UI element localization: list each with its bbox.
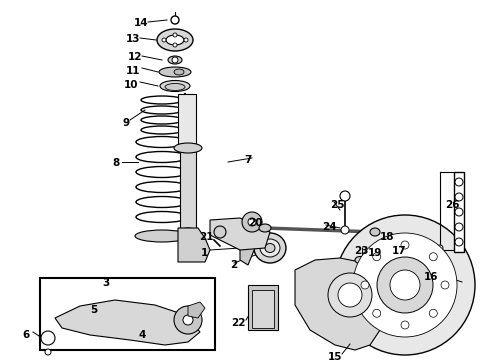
Circle shape [401, 241, 409, 249]
Text: 1: 1 [201, 248, 208, 258]
Polygon shape [388, 238, 428, 275]
Text: 25: 25 [330, 200, 344, 210]
Text: 21: 21 [199, 232, 214, 242]
Polygon shape [240, 232, 255, 265]
Bar [180, 150, 196, 230]
Ellipse shape [165, 84, 185, 90]
Text: 23: 23 [354, 246, 368, 256]
Ellipse shape [259, 224, 271, 232]
Text: 4: 4 [138, 330, 146, 340]
Circle shape [455, 223, 463, 231]
Text: 5: 5 [90, 305, 97, 315]
Text: 14: 14 [133, 18, 148, 28]
Circle shape [401, 239, 411, 249]
Text: 17: 17 [392, 246, 406, 256]
Circle shape [390, 270, 420, 300]
Text: 15: 15 [328, 352, 342, 360]
Text: 10: 10 [123, 80, 138, 90]
Circle shape [45, 349, 51, 355]
Text: 13: 13 [125, 34, 140, 44]
Circle shape [242, 212, 262, 232]
Ellipse shape [168, 56, 182, 64]
Polygon shape [295, 258, 390, 350]
Circle shape [441, 281, 449, 289]
Circle shape [184, 38, 188, 42]
Ellipse shape [160, 81, 190, 91]
Ellipse shape [265, 243, 275, 252]
Text: 2: 2 [230, 260, 237, 270]
Circle shape [173, 43, 177, 47]
Circle shape [328, 273, 372, 317]
Circle shape [361, 281, 369, 289]
Circle shape [455, 238, 463, 246]
Circle shape [214, 226, 226, 238]
Ellipse shape [174, 69, 184, 75]
Ellipse shape [355, 256, 365, 264]
Text: 26: 26 [445, 200, 460, 210]
Bar [252, 290, 274, 328]
Bar [178, 94, 196, 149]
Bar [454, 172, 464, 252]
Text: 16: 16 [423, 272, 438, 282]
Text: 6: 6 [23, 330, 30, 340]
Circle shape [373, 309, 381, 317]
Bar [248, 285, 278, 330]
Text: 19: 19 [368, 248, 382, 258]
Circle shape [341, 226, 349, 234]
Circle shape [429, 309, 437, 317]
Ellipse shape [260, 239, 280, 257]
Polygon shape [210, 218, 270, 250]
Circle shape [335, 215, 475, 355]
Text: 24: 24 [322, 222, 337, 232]
Text: 22: 22 [231, 318, 245, 328]
Circle shape [437, 245, 443, 251]
Ellipse shape [179, 228, 197, 236]
Circle shape [162, 38, 166, 42]
Polygon shape [55, 300, 200, 345]
Circle shape [174, 306, 202, 334]
Circle shape [41, 331, 55, 345]
Ellipse shape [254, 233, 286, 263]
Circle shape [248, 218, 256, 226]
Circle shape [173, 33, 177, 37]
Circle shape [377, 257, 433, 313]
Polygon shape [188, 302, 205, 318]
Text: 20: 20 [248, 218, 263, 228]
Polygon shape [392, 240, 415, 268]
Circle shape [373, 253, 381, 261]
Ellipse shape [174, 143, 202, 153]
Circle shape [455, 193, 463, 201]
Circle shape [401, 321, 409, 329]
Text: 9: 9 [123, 118, 130, 128]
Ellipse shape [370, 228, 380, 236]
Ellipse shape [166, 35, 184, 45]
Text: 11: 11 [125, 66, 140, 76]
Circle shape [340, 191, 350, 201]
Text: 8: 8 [113, 158, 120, 168]
Circle shape [389, 250, 399, 260]
Polygon shape [178, 228, 210, 262]
Circle shape [353, 233, 457, 337]
Text: 3: 3 [103, 278, 110, 288]
Text: 12: 12 [127, 52, 142, 62]
Circle shape [338, 283, 362, 307]
Circle shape [183, 315, 193, 325]
Circle shape [171, 16, 179, 24]
Ellipse shape [157, 29, 193, 51]
Ellipse shape [159, 67, 191, 77]
Circle shape [455, 208, 463, 216]
Circle shape [429, 253, 437, 261]
Circle shape [172, 57, 178, 63]
Bar [40, 278, 215, 350]
Circle shape [455, 178, 463, 186]
Ellipse shape [135, 230, 189, 242]
Text: 18: 18 [379, 232, 394, 242]
Text: 7: 7 [245, 155, 252, 165]
